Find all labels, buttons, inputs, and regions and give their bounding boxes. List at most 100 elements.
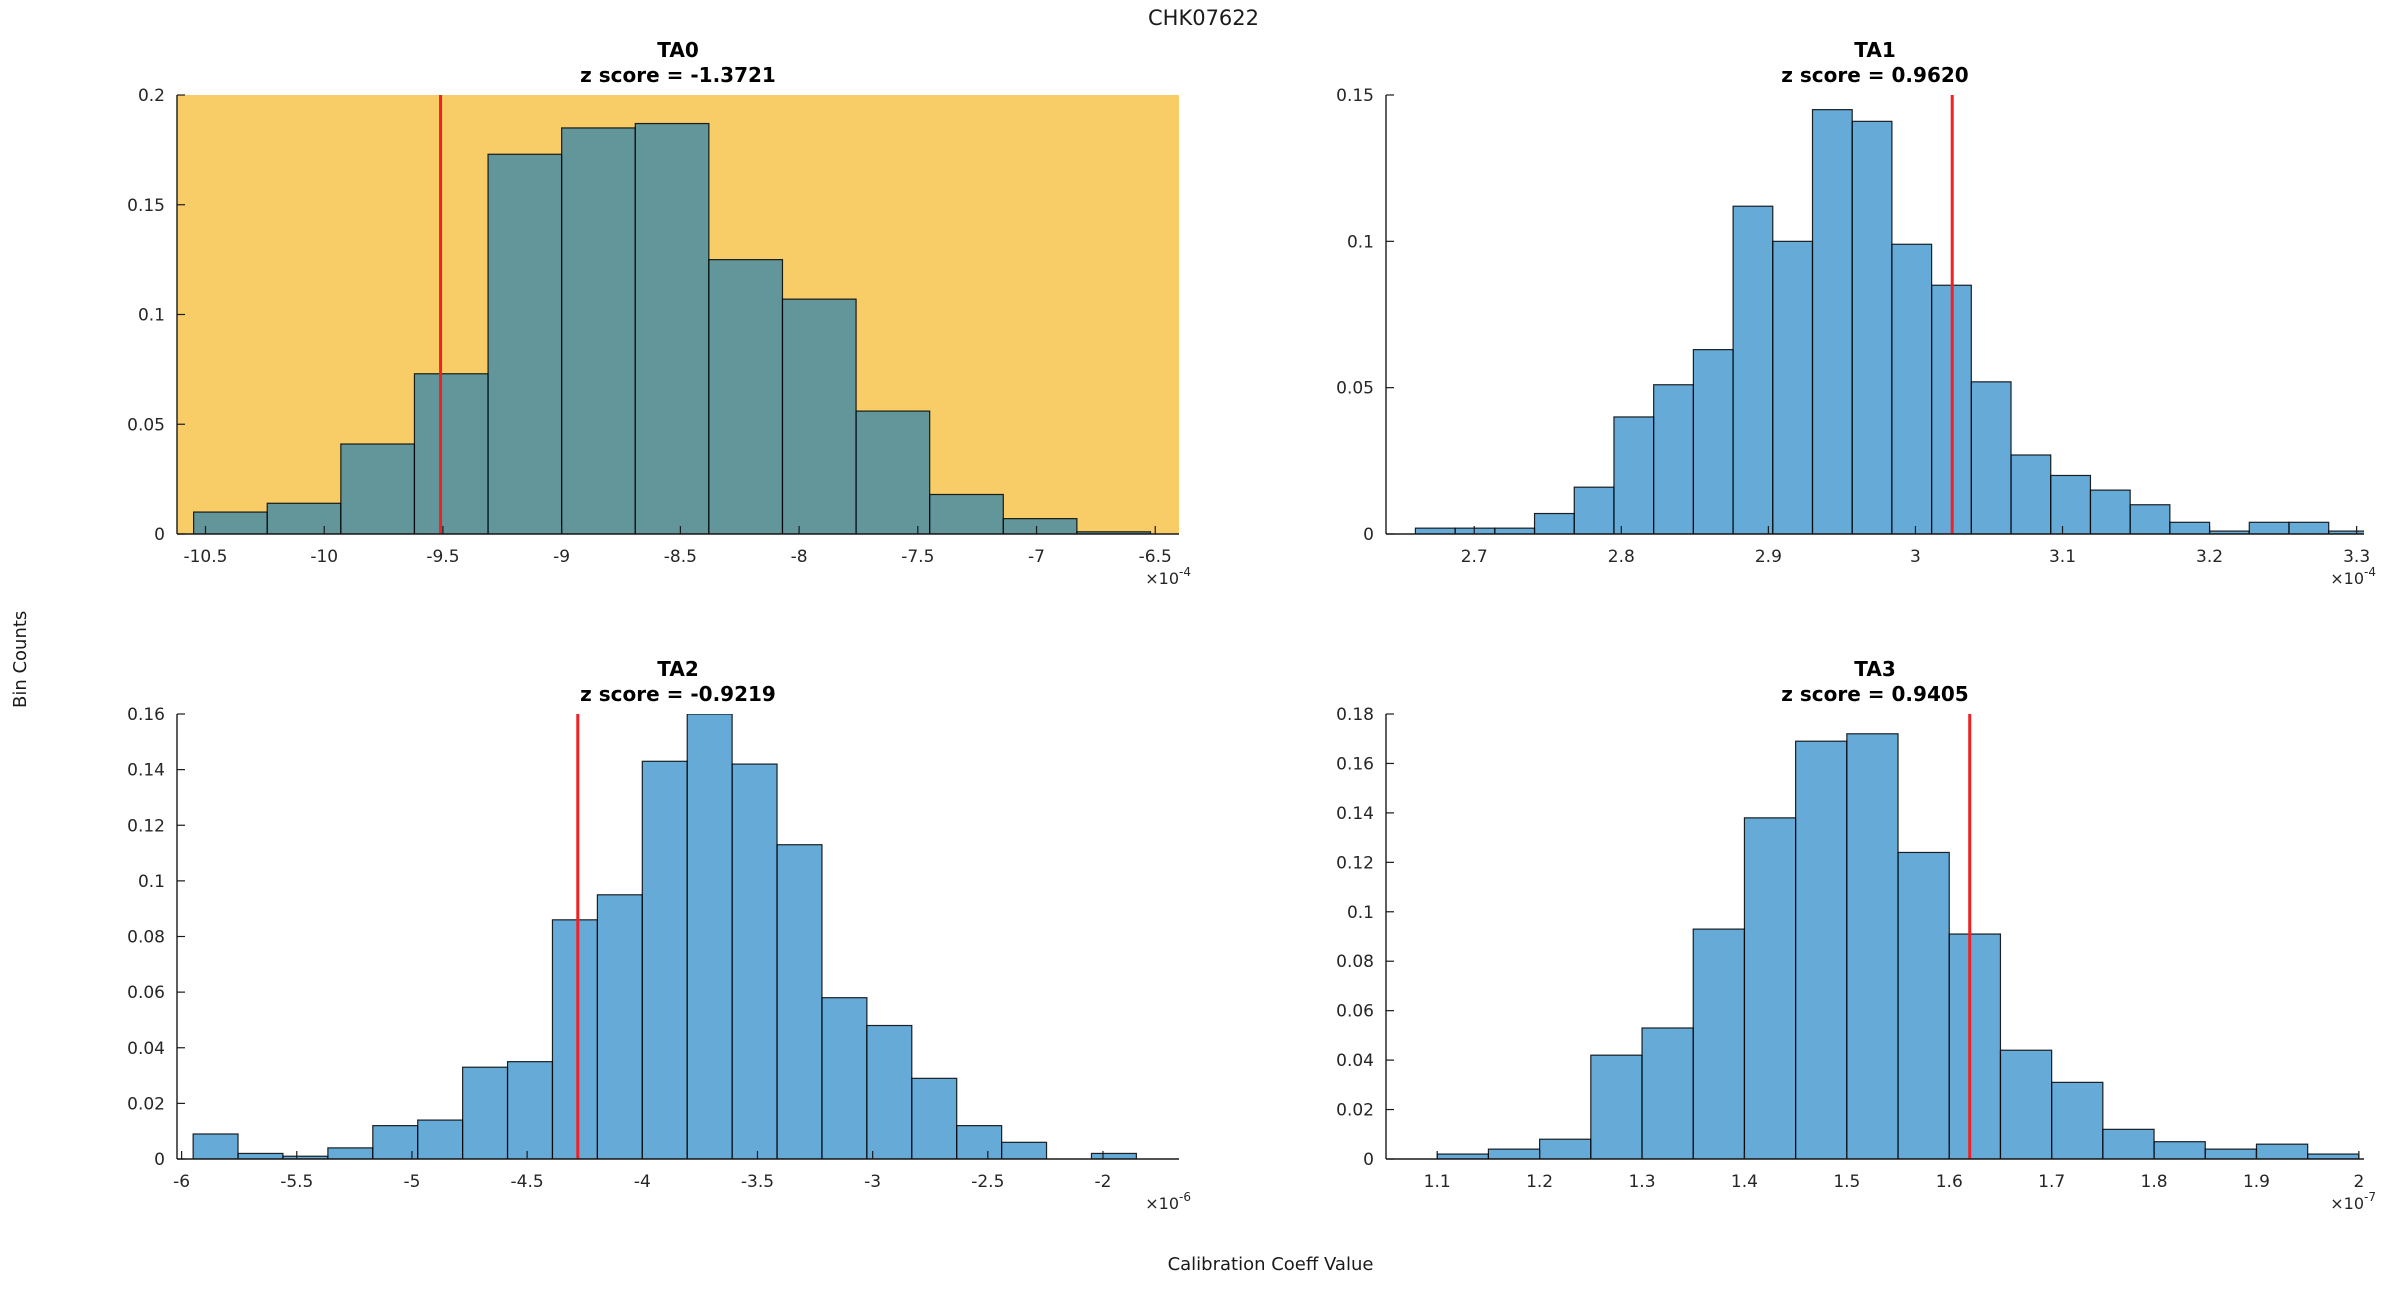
histogram-bar	[2051, 1081, 2104, 1159]
y-tick-label: 0	[1363, 1150, 1374, 1170]
histogram-bar	[193, 511, 268, 534]
x-tick-label: 2.8	[1608, 547, 1635, 567]
histogram-bar	[731, 763, 778, 1159]
x-tick-label: 1.1	[1424, 1172, 1451, 1192]
histogram-bar	[929, 493, 1004, 534]
histogram-bar	[1970, 381, 2012, 534]
x-axis-label: Calibration Coeff Value	[1167, 1254, 1374, 1275]
y-tick-label: 0.06	[1336, 1002, 1374, 1022]
histogram-bar	[1454, 527, 1496, 534]
ta1-subtitle: z score = 0.9620	[1781, 63, 1968, 87]
figure-title: CHK07622	[1147, 6, 1260, 30]
y-axis-label: Bin Counts	[10, 610, 31, 708]
x-tick-label: 1.2	[1526, 1172, 1553, 1192]
histogram-bar	[487, 153, 563, 534]
x-tick-label: 1.5	[1833, 1172, 1860, 1192]
x-tick-label: 1.9	[2243, 1172, 2270, 1192]
x-tick-label: -10	[310, 547, 338, 567]
histogram-bar	[372, 1125, 419, 1159]
histogram-bar	[1573, 486, 1615, 534]
x-tick-label: 1.4	[1731, 1172, 1758, 1192]
histogram-bar	[327, 1147, 374, 1159]
ta0-subtitle: z score = -1.3721	[580, 63, 776, 87]
ta1-title: TA1	[1854, 38, 1895, 62]
histogram-bar	[2050, 474, 2092, 534]
x-tick-label: 1.8	[2141, 1172, 2168, 1192]
histogram-bar	[2248, 521, 2290, 534]
histogram-bar	[1414, 527, 1456, 534]
x-tick-label: 3.3	[2343, 547, 2370, 567]
histogram-bar	[2328, 530, 2364, 534]
histogram-bar	[1487, 1148, 1541, 1159]
ta0-title: TA0	[657, 38, 698, 62]
histogram-bar	[1613, 416, 1655, 534]
y-tick-label: 0.08	[127, 928, 165, 948]
x-tick-label: -5	[403, 1172, 420, 1192]
y-tick-label: 0.08	[1336, 952, 1374, 972]
x-tick-label: 3	[1910, 547, 1921, 567]
x-tick-label: 1.3	[1628, 1172, 1655, 1192]
histogram-bar	[2307, 1153, 2360, 1159]
histogram-bar	[192, 1133, 239, 1159]
x-tick-label: 2	[2353, 1172, 2364, 1192]
histogram-bar	[2288, 521, 2330, 534]
histogram-bar	[911, 1077, 958, 1159]
x-tick-label: -2	[1095, 1172, 1112, 1192]
y-tick-label: 0.1	[138, 306, 165, 326]
ta3-title: TA3	[1854, 657, 1895, 681]
x-tick-label: -6.5	[1139, 547, 1172, 567]
histogram-bar	[956, 1125, 1003, 1159]
x-tick-label: -2.5	[971, 1172, 1004, 1192]
histogram-bar	[1891, 243, 1933, 534]
chart-ta3-histogram: 1.1 1.2 1.3 1.4 1.5 1.6 1.7 1.8 1.9 2 0 0.02 0.04 0.0…	[1336, 657, 2376, 1213]
ta2-subtitle: z score = -0.9219	[580, 682, 776, 706]
y-tick-label: 0.06	[127, 983, 165, 1003]
histogram-bar	[1590, 1054, 1643, 1159]
chart-ta1-histogram: 2.7 2.8 2.9 3 3.1 3.2 3.3 0 0.05 0.1 0.15 ×10-4 TA1z…	[1336, 38, 2376, 588]
histogram-bar	[1743, 817, 1797, 1159]
histogram-bar	[1811, 109, 1853, 534]
y-tick-label: 0.1	[138, 872, 165, 892]
histogram-bar	[634, 122, 710, 534]
y-tick-label: 0.05	[1336, 379, 1374, 399]
x-tick-label: -6	[173, 1172, 190, 1192]
x-tick-label: -7	[1028, 547, 1045, 567]
chart-ta2-histogram: -6 -5.5 -5 -4.5 -4 -3.5 -3 -2.5 -2 0 0.02 0.04 0.06 0…	[127, 657, 1191, 1213]
y-tick-label: 0	[1363, 525, 1374, 545]
y-tick-label: 0.15	[1336, 86, 1374, 106]
y-tick-label: 0	[154, 1150, 165, 1170]
y-tick-label: 0.14	[127, 761, 165, 781]
x-tick-label: 3.2	[2196, 547, 2223, 567]
histogram-bar	[1001, 1141, 1048, 1159]
y-tick-label: 0.04	[127, 1039, 165, 1059]
x-tick-label: -3	[864, 1172, 881, 1192]
x-axis-exponent: ×10-4	[2330, 565, 2376, 588]
histogram-bar	[855, 410, 931, 534]
histogram-bar	[237, 1152, 284, 1159]
y-tick-label: 0.1	[1347, 903, 1374, 923]
y-tick-label: 0.18	[1336, 705, 1374, 725]
histogram-bar	[2255, 1143, 2309, 1159]
x-axis-exponent: ×10-6	[1145, 1190, 1191, 1213]
histogram-bar	[2169, 521, 2211, 534]
y-tick-label: 0.16	[127, 705, 165, 725]
x-tick-label: -5.5	[280, 1172, 313, 1192]
histogram-bar	[821, 997, 868, 1159]
x-tick-label: -8	[791, 547, 808, 567]
histogram-bar	[417, 1119, 464, 1159]
y-tick-label: 0.12	[1336, 853, 1374, 873]
histogram-bar	[462, 1066, 509, 1159]
histogram-bar	[1795, 740, 1848, 1159]
histogram-bar	[2089, 489, 2131, 534]
ta3-subtitle: z score = 0.9405	[1781, 682, 1968, 706]
y-tick-label: 0.05	[127, 415, 165, 435]
y-tick-label: 0.04	[1336, 1051, 1374, 1071]
histogram-bar	[1436, 1153, 1490, 1159]
x-tick-label: 1.7	[2038, 1172, 2065, 1192]
histogram-bar	[506, 1061, 554, 1159]
histogram-bar	[641, 760, 688, 1159]
histogram-bar	[1692, 928, 1746, 1159]
histogram-bar	[776, 844, 823, 1159]
histogram-bar	[1494, 527, 1536, 534]
